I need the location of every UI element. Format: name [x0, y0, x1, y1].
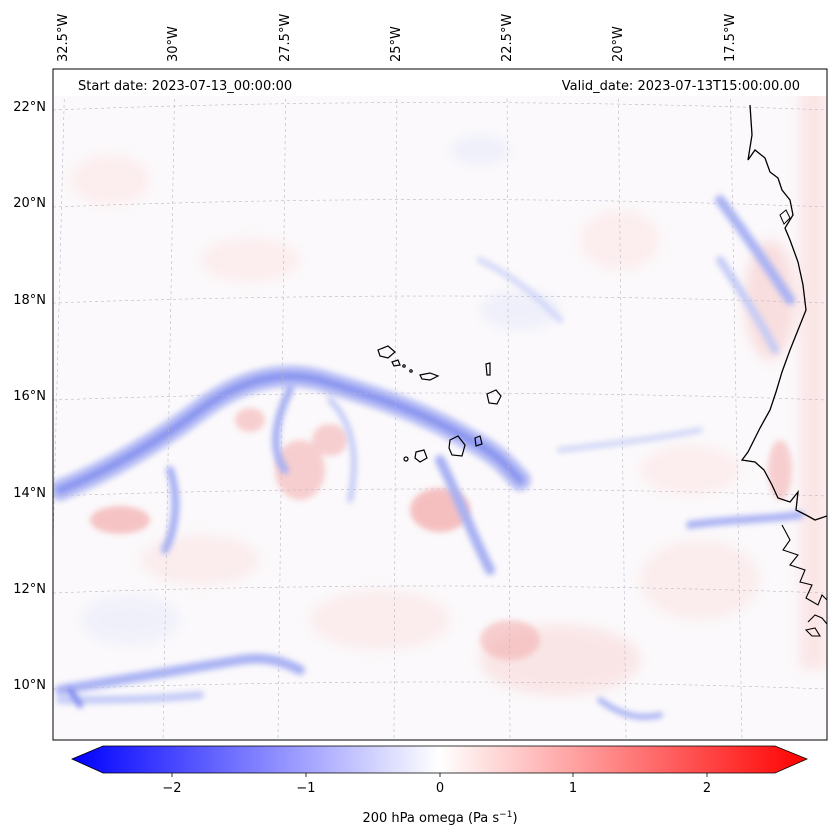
- lon-label-17-5w: 17.5°W: [723, 14, 738, 62]
- lat-label-20n: 20°N: [13, 196, 46, 211]
- lon-label-30w: 30°W: [166, 26, 181, 62]
- lat-label-10n: 10°N: [13, 678, 46, 693]
- lon-label-20w: 20°W: [611, 26, 626, 62]
- lat-label-16n: 16°N: [13, 389, 46, 404]
- lon-label-32-5w: 32.5°W: [56, 14, 71, 62]
- cape-verde-islands: [377, 345, 502, 463]
- lat-label-14n: 14°N: [13, 486, 46, 501]
- lat-label-18n: 18°N: [13, 293, 46, 308]
- colorbar-tick-neg2: −2: [162, 781, 181, 796]
- lat-label-22n: 22°N: [13, 100, 46, 115]
- banc-arguin-island: [779, 209, 791, 225]
- colorbar-tick-0: 0: [436, 781, 444, 796]
- colorbar-body: [70, 745, 809, 774]
- lon-label-25w: 25°W: [389, 26, 404, 62]
- colorbar-ticks: [171, 773, 708, 777]
- longitude-labels: 32.5°W 30°W 27.5°W 25°W 22.5°W 20°W 17.5…: [56, 14, 738, 62]
- african-coastline: [740, 104, 827, 521]
- valid-date-label: Valid_date: 2023-07-13T15:00:00.00: [562, 79, 800, 94]
- field-background: [53, 69, 827, 740]
- guinea-bissau-coast: [781, 524, 827, 606]
- bijagos-islands: [804, 614, 827, 637]
- colorbar-label: 200 hPa omega (Pa s−1): [362, 810, 517, 826]
- colorbar-tick-neg1: −1: [296, 781, 315, 796]
- colorbar-tick-2: 2: [703, 781, 711, 796]
- subsidence-band: [53, 195, 804, 720]
- map-frame: [52, 68, 828, 741]
- header-strip: [53, 69, 827, 96]
- latitude-labels: 22°N 20°N 18°N 16°N 14°N 12°N 10°N: [13, 100, 46, 693]
- lon-label-22-5w: 22.5°W: [500, 14, 515, 62]
- gridlines: [53, 69, 827, 740]
- lat-label-12n: 12°N: [13, 582, 46, 597]
- colorbar-tick-1: 1: [569, 781, 577, 796]
- field-noise: [70, 69, 827, 695]
- lon-label-27-5w: 27.5°W: [278, 14, 293, 62]
- colorbar: −2 −1 0 1 2 200 hPa omega (Pa s−1): [70, 745, 809, 826]
- start-date-label: Start date: 2023-07-13_00:00:00: [78, 79, 292, 94]
- omega-field: [53, 69, 827, 740]
